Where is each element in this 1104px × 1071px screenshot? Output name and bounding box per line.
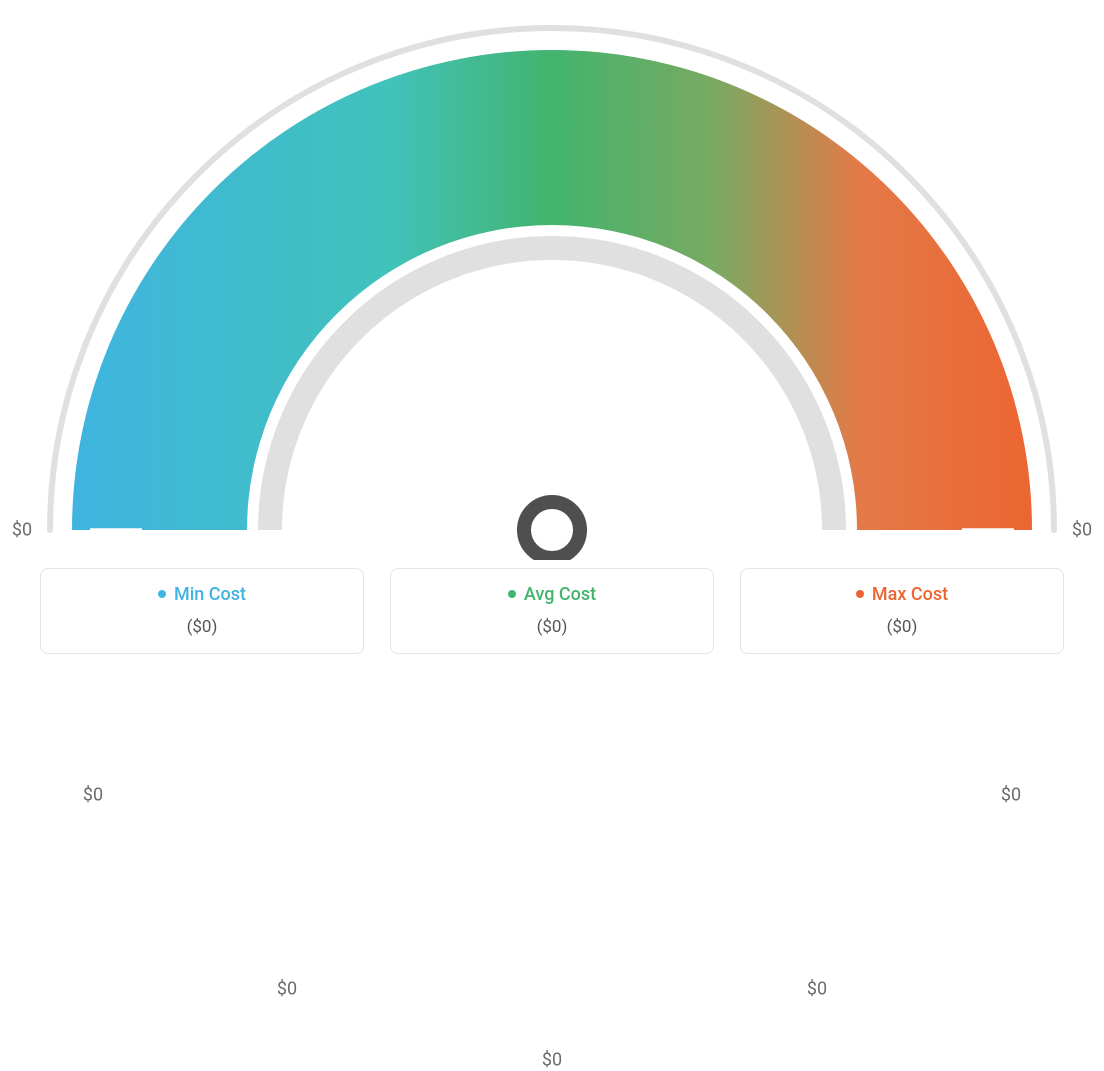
gauge-tick-label: $0 xyxy=(12,520,32,541)
legend-card-max: Max Cost ($0) xyxy=(740,568,1064,654)
legend-value-max: ($0) xyxy=(753,617,1051,637)
gauge-tick-label: $0 xyxy=(83,785,103,806)
legend-title-avg: Avg Cost xyxy=(508,584,596,605)
gauge-tick-label: $0 xyxy=(1072,520,1092,541)
gauge-svg xyxy=(0,0,1104,560)
gauge-tick-label: $0 xyxy=(807,978,827,999)
legend-title-min: Min Cost xyxy=(158,584,246,605)
gauge-tick-label: $0 xyxy=(1001,785,1021,806)
gauge-tick-label: $0 xyxy=(277,978,297,999)
legend-card-avg: Avg Cost ($0) xyxy=(390,568,714,654)
legend-value-min: ($0) xyxy=(53,617,351,637)
legend-label-max: Max Cost xyxy=(872,584,948,605)
legend-title-max: Max Cost xyxy=(856,584,948,605)
dot-icon xyxy=(856,590,864,598)
legend-value-avg: ($0) xyxy=(403,617,701,637)
gauge-chart: $0$0$0$0$0$0$0 xyxy=(0,0,1104,560)
legend-label-avg: Avg Cost xyxy=(524,584,596,605)
gauge-tick-label: $0 xyxy=(542,1050,562,1071)
legend-card-min: Min Cost ($0) xyxy=(40,568,364,654)
dot-icon xyxy=(508,590,516,598)
dot-icon xyxy=(158,590,166,598)
legend-label-min: Min Cost xyxy=(174,584,246,605)
legend-row: Min Cost ($0) Avg Cost ($0) Max Cost ($0… xyxy=(0,568,1104,654)
